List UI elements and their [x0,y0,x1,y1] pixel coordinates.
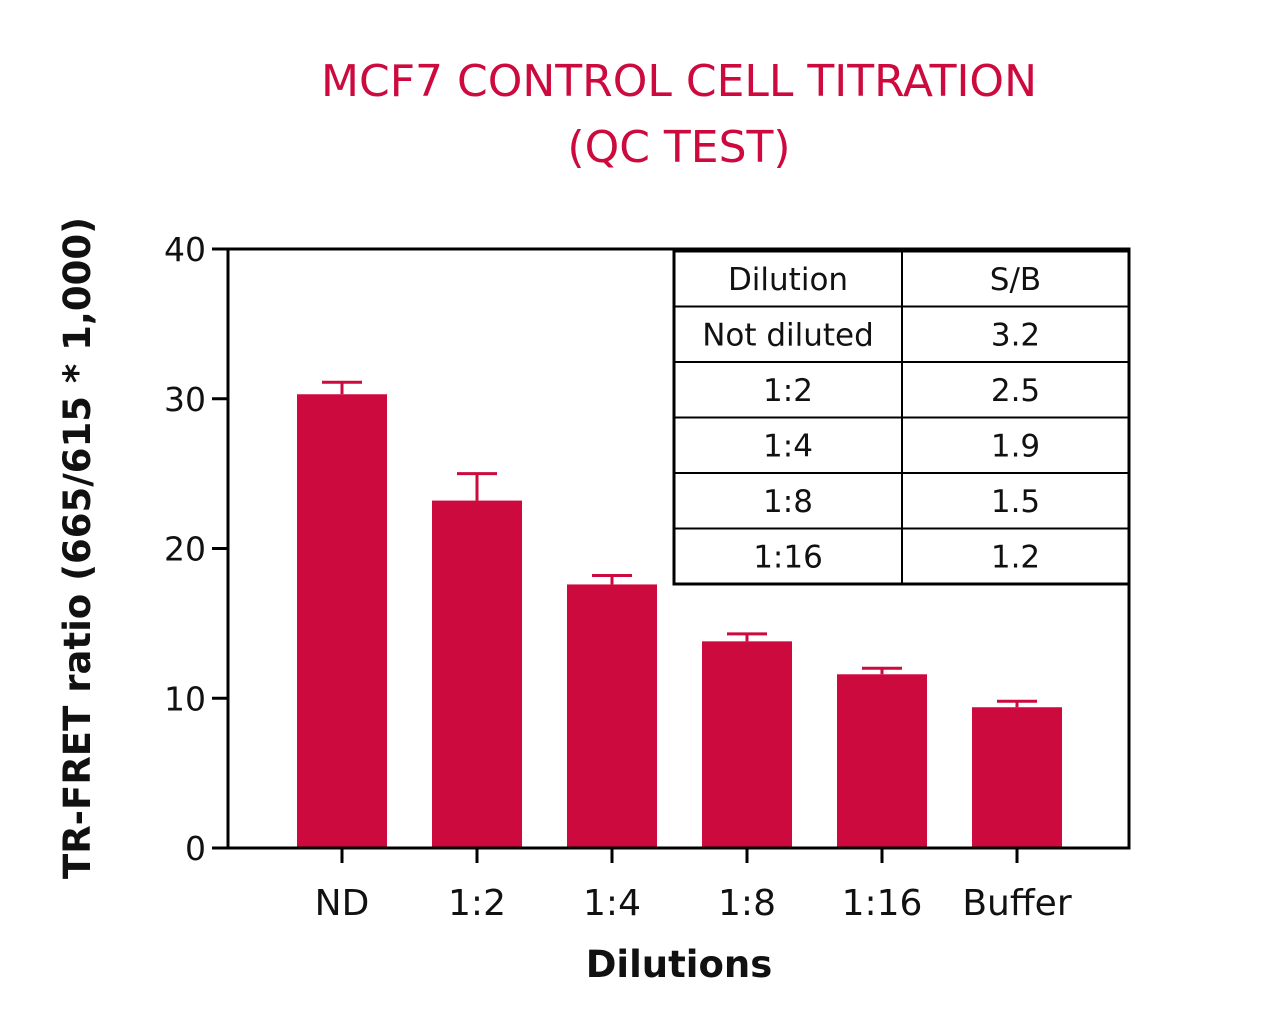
bar [702,641,792,848]
x-tick-label: 1:16 [842,883,923,924]
y-tick-label: 30 [164,380,206,419]
y-axis-ticks: 0 10 20 30 40 [164,230,228,868]
x-tick-label: 1:4 [583,883,641,924]
y-tick-label: 40 [164,230,206,269]
error-bar [322,380,362,395]
table-header-cell: Dilution [728,262,848,298]
sb-table: Dilution S/B Not diluted 3.2 1:2 2.5 1:4 1.9 1:8… [672,249,1131,586]
bar [972,707,1062,848]
table-cell: 3.2 [991,317,1040,353]
table-cell: 1:2 [763,373,813,409]
table-cell: 2.5 [991,373,1040,409]
chart-title: MCF7 CONTROL CELL TITRATION (QC TEST) [321,56,1037,173]
bar [297,394,387,848]
x-tick-label: ND [315,883,370,924]
bar [837,674,927,848]
error-bar [457,472,497,501]
table-cell: Not diluted [702,317,874,353]
table-cell: 1:16 [753,539,823,575]
x-axis-title: Dilutions [586,943,773,986]
bars [297,394,1062,848]
error-bar [592,573,632,585]
table-cell: 1:8 [763,484,813,520]
table-cell: 1.2 [991,539,1040,575]
bar [432,500,522,848]
x-axis-ticks: ND 1:2 1:4 1:8 1:16 Buffer [315,848,1072,924]
error-bar [727,632,767,642]
bar [567,584,657,848]
error-bar [997,699,1037,708]
x-tick-label: 1:2 [448,883,506,924]
x-tick-label: 1:8 [718,883,776,924]
table-cell: 1.9 [991,428,1040,464]
chart-title-line-1: MCF7 CONTROL CELL TITRATION [321,56,1037,107]
x-tick-label: Buffer [962,883,1071,924]
error-bars [322,380,1037,708]
table-header-cell: S/B [990,262,1041,298]
y-tick-label: 10 [164,679,206,718]
y-axis-title: TR-FRET ratio (665/615 * 1,000) [56,217,99,879]
error-bar [862,666,902,675]
y-tick-label: 0 [185,829,206,868]
y-tick-label: 20 [164,530,206,569]
table-cell: 1:4 [763,428,813,464]
chart-title-line-2: (QC TEST) [567,122,790,173]
table-cell: 1.5 [991,484,1040,520]
